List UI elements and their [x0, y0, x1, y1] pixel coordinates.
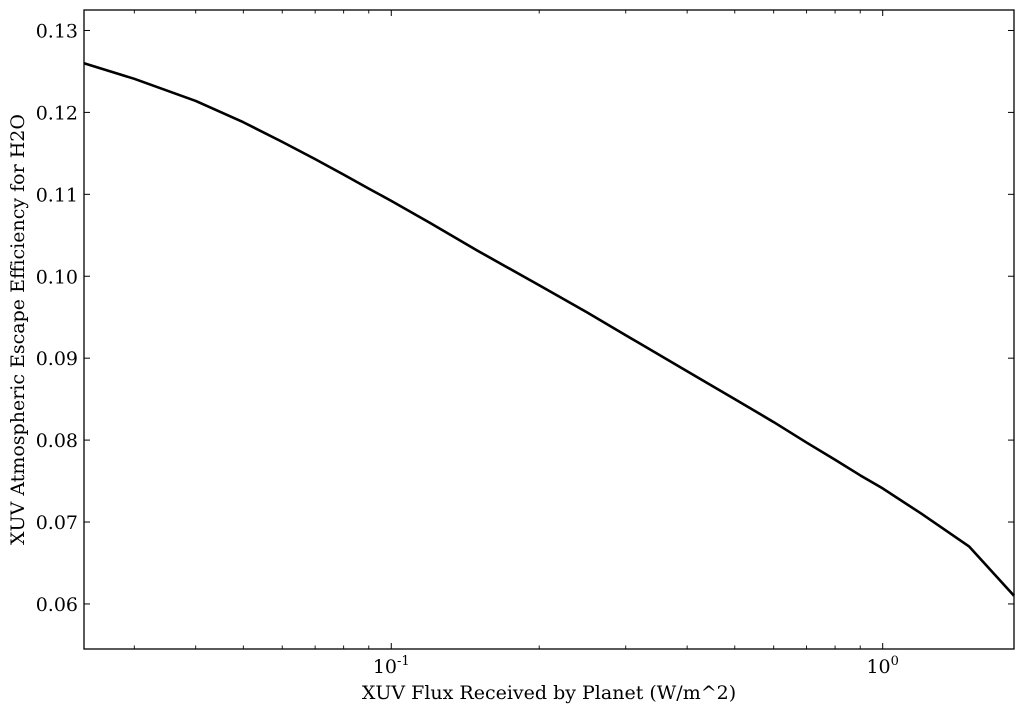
tick-labels-layer: 0.06 0.07 0.08 0.09 0.10 0.11 0.12 0.13 10-1 100 [36, 20, 899, 678]
y-tick-label: 0.06 [36, 594, 78, 616]
y-tick-label: 0.09 [36, 348, 78, 370]
y-tick-label: 0.13 [36, 20, 78, 42]
y-tick-label: 0.11 [36, 184, 78, 206]
y-tick-label: 0.10 [36, 266, 78, 288]
series-layer [83, 62, 1015, 597]
y-tick-label: 0.12 [36, 102, 78, 124]
x-axis-label: XUV Flux Received by Planet (W/m^2) [362, 682, 736, 704]
plot-frame [83, 9, 1015, 650]
series-line-0 [83, 62, 1015, 597]
y-tick-label: 0.08 [36, 430, 78, 452]
y-axis-label: XUV Atmospheric Escape Efficiency for H2… [7, 114, 29, 545]
x-tick-label: 10-1 [373, 654, 410, 678]
x-tick-label: 100 [866, 654, 898, 678]
ticks-layer [84, 10, 1014, 649]
y-tick-label: 0.07 [36, 512, 78, 534]
